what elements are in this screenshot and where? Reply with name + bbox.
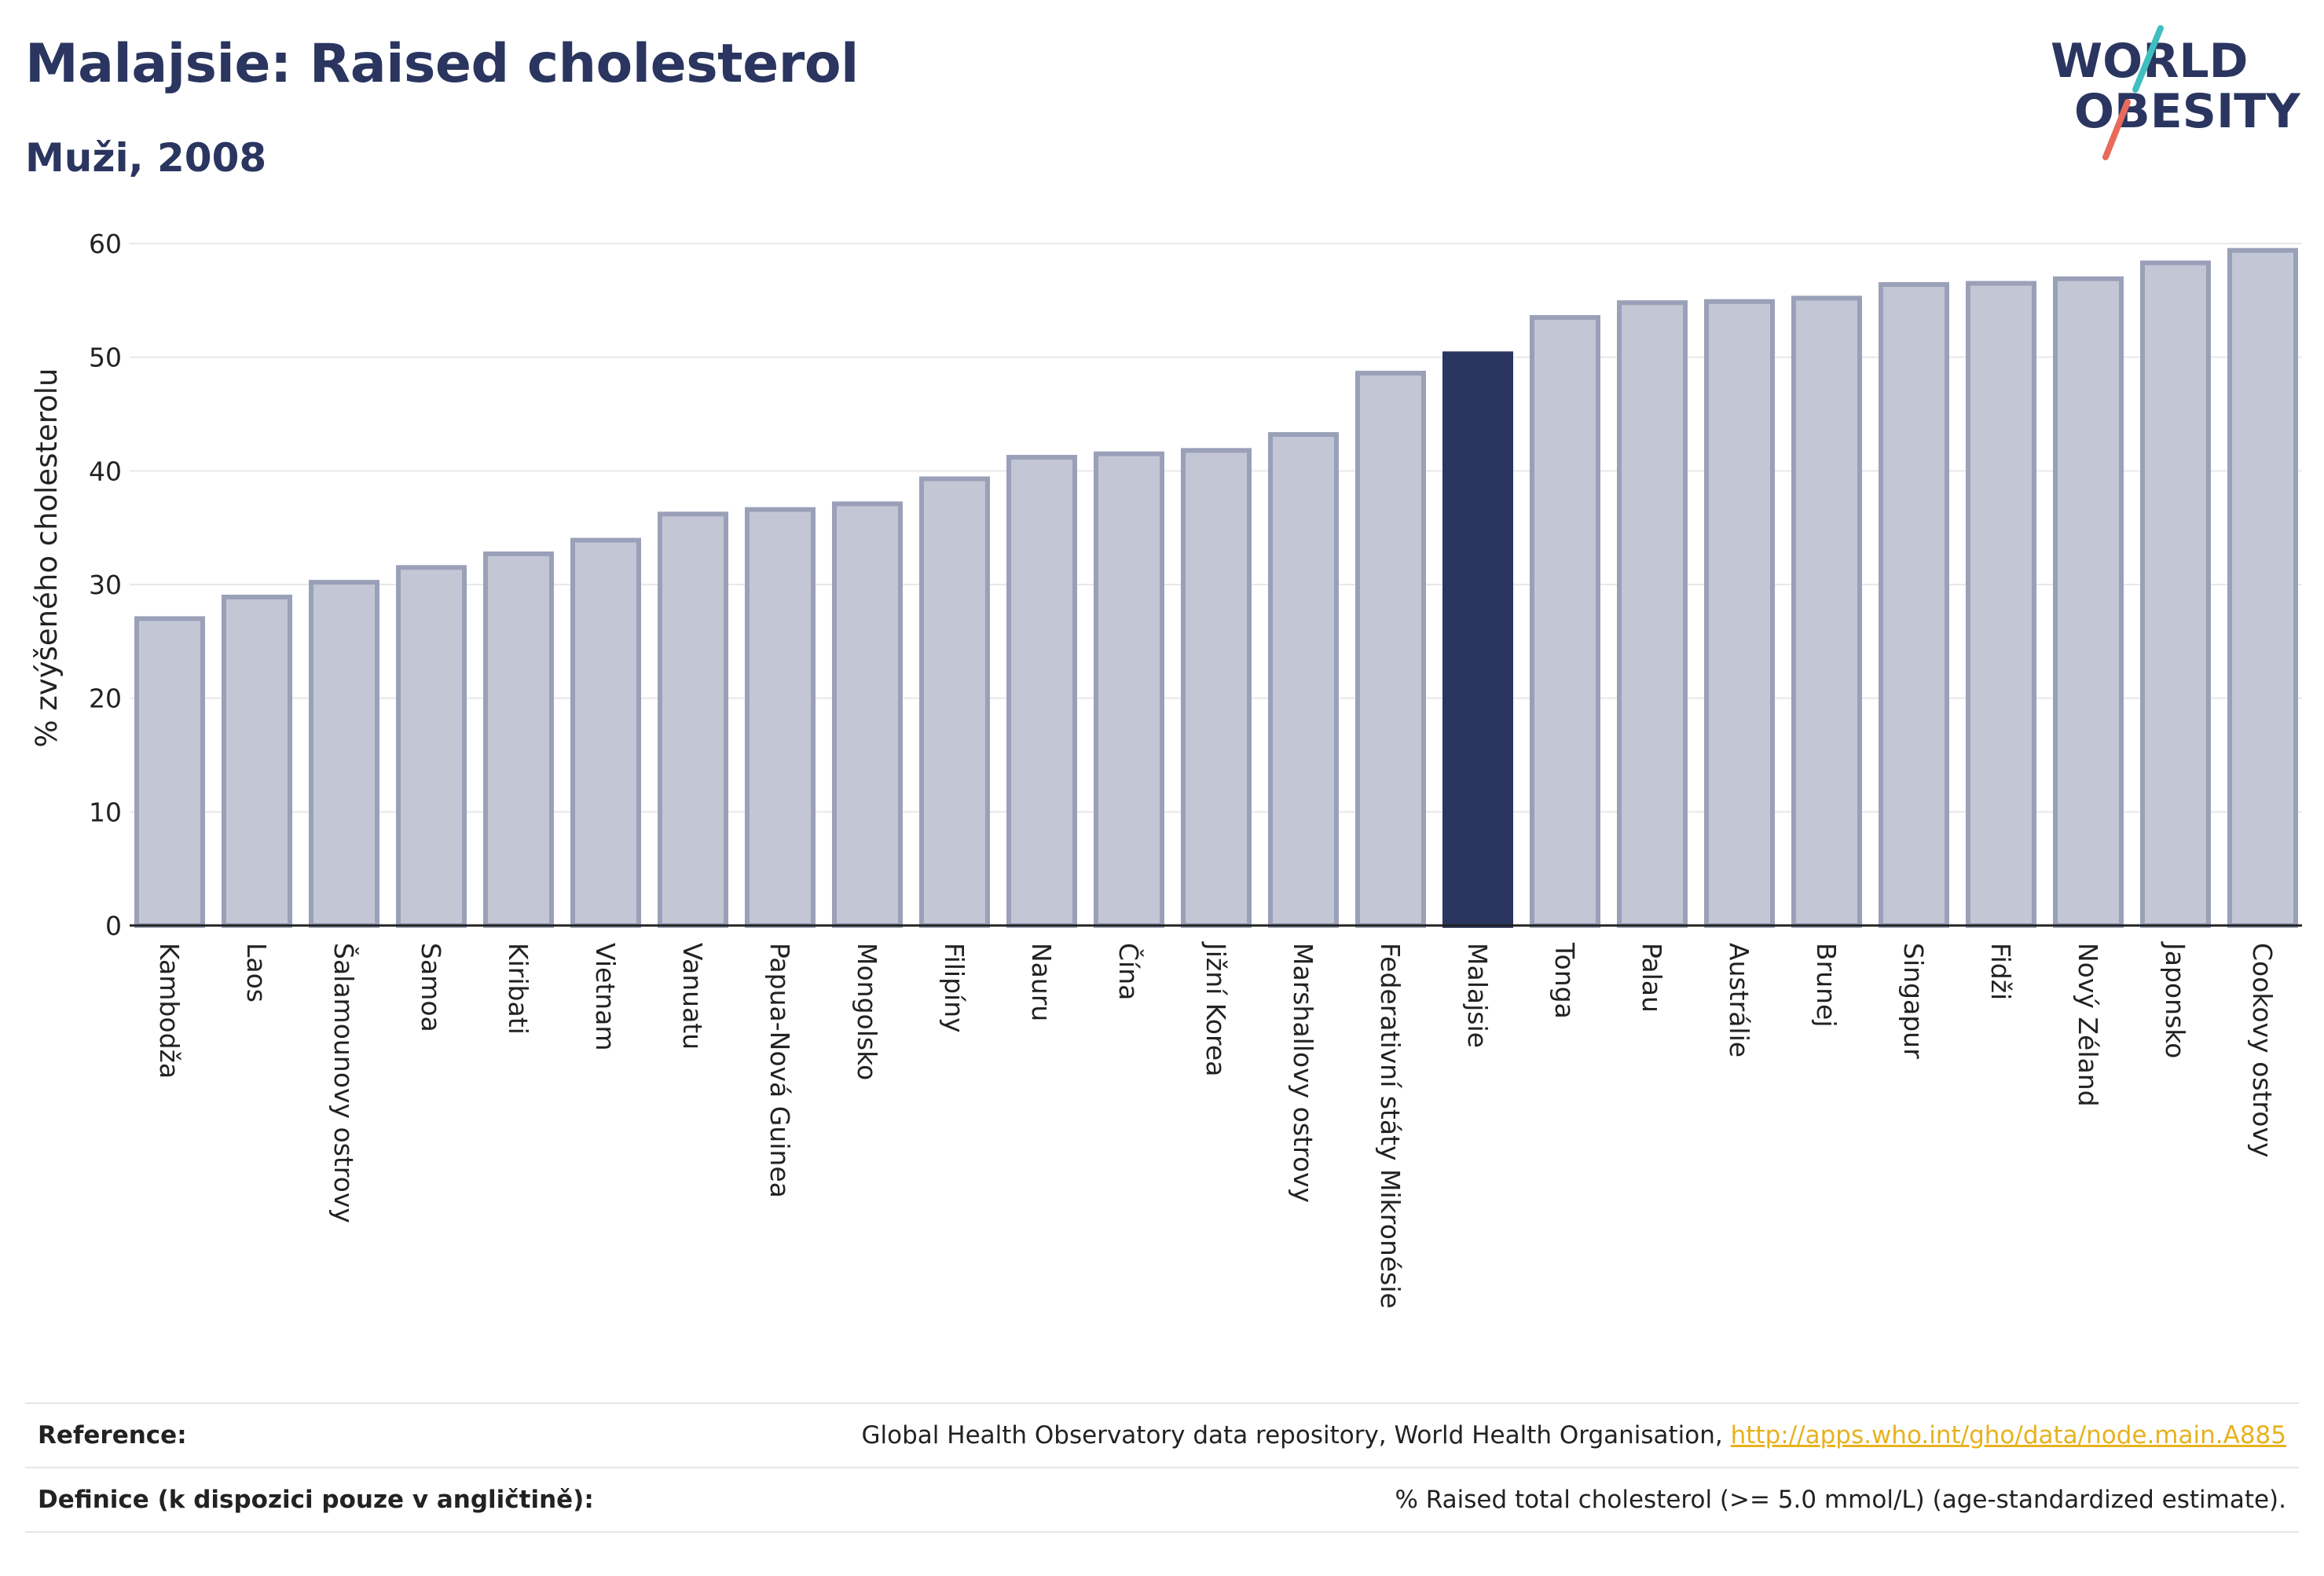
bar: [1268, 432, 1339, 928]
bar: [658, 511, 728, 928]
x-tick-label: Kiribati: [503, 943, 533, 1035]
x-tick-label: Čína: [1113, 943, 1145, 1000]
x-tick-label: Tonga: [1549, 942, 1580, 1019]
y-tick-label: 50: [89, 343, 122, 373]
x-tick-label: Austrálie: [1724, 943, 1754, 1057]
x-tick-label: Brunej: [1811, 943, 1842, 1028]
bar: [832, 501, 903, 928]
x-tick-label: Vanuatu: [677, 943, 708, 1050]
bar: [2227, 247, 2298, 928]
x-axis-labels: Kambodža Laos Šalamounovy ostrovy Samoa Kiri…: [154, 941, 2278, 1309]
bar: [1704, 299, 1775, 928]
bar: [1530, 315, 1600, 928]
bar: [222, 594, 292, 928]
y-axis-label: % zvýšeného cholesterolu: [30, 368, 64, 747]
logo-slash-coral: [2102, 99, 2131, 160]
reference-row: Reference: Global Health Observatory dat…: [25, 1402, 2299, 1467]
x-tick-label: Jižní Korea: [1200, 941, 1231, 1076]
x-tick-label: Samoa: [416, 943, 446, 1032]
x-tick-label: Malajsie: [1462, 943, 1493, 1048]
bar: [1181, 448, 1252, 928]
x-tick-label: Mongolsko: [852, 943, 882, 1080]
x-tick-label: Šalamounovy ostrovy: [328, 943, 360, 1223]
bar: [483, 551, 554, 928]
x-tick-label: Kambodža: [154, 943, 185, 1079]
definition-value: % Raised total cholesterol (>= 5.0 mmol/…: [1395, 1486, 2286, 1514]
bar: [1006, 454, 1077, 928]
y-tick-label: 0: [105, 911, 122, 941]
world-obesity-logo: WORLD OBESITY: [2051, 25, 2301, 160]
x-tick-label: Nauru: [1026, 943, 1057, 1021]
reference-link[interactable]: http://apps.who.int/gho/data/node.main.A…: [1730, 1421, 2286, 1450]
x-tick-label: Filipíny: [939, 943, 970, 1033]
y-tick-label: 30: [89, 570, 122, 600]
chart-subtitle: Muži, 2008: [25, 135, 267, 181]
bar: [2053, 276, 2124, 928]
x-tick-label: Singapur: [1898, 943, 1929, 1059]
reference-text: Global Health Observatory data repositor…: [861, 1421, 1731, 1450]
bars: [134, 247, 2298, 929]
y-tick-label: 10: [89, 797, 122, 827]
x-tick-label: Palau: [1637, 943, 1667, 1013]
bar: [134, 616, 205, 929]
bar: [1617, 300, 1688, 928]
x-tick-label: Nový Zéland: [2073, 943, 2103, 1107]
bar-chart: 0 10 20 30 40 50 60 Kambodža Laos Šalamounovy os…: [30, 229, 2302, 1309]
x-tick-label: Marshallovy ostrovy: [1288, 943, 1318, 1203]
bar: [1879, 282, 1949, 928]
x-tick-label: Papua-Nová Guinea: [764, 943, 795, 1198]
y-axis-ticks: 0 10 20 30 40 50 60: [89, 229, 122, 941]
bar: [1966, 280, 2036, 928]
reference-value: Global Health Observatory data repositor…: [862, 1421, 2286, 1450]
chart-title: Malajsie: Raised cholesterol: [25, 33, 859, 95]
bar-highlight: [1442, 351, 1513, 928]
bar: [919, 476, 990, 928]
x-tick-label: Japonsko: [2160, 941, 2190, 1058]
reference-label: Reference:: [38, 1421, 187, 1450]
definition-label: Definice (k dispozici pouze v angličtině…: [38, 1486, 594, 1514]
x-tick-label: Laos: [241, 943, 272, 1002]
bar: [1355, 370, 1426, 929]
bar: [396, 565, 467, 928]
bar: [570, 537, 641, 929]
x-tick-label: Vietnam: [590, 943, 621, 1051]
y-tick-label: 20: [89, 684, 122, 714]
x-tick-label: Federativní státy Mikronésie: [1375, 943, 1406, 1309]
bar: [745, 507, 816, 928]
x-tick-label: Cookovy ostrovy: [2247, 943, 2278, 1158]
y-tick-label: 60: [89, 229, 122, 259]
definition-row: Definice (k dispozici pouze v angličtině…: [25, 1467, 2299, 1533]
logo-text-obesity: OBESITY: [2074, 84, 2301, 139]
logo-slash-teal: [2132, 25, 2164, 93]
x-tick-label: Fidži: [1985, 943, 2016, 1000]
bar: [1791, 295, 1862, 928]
bar: [2140, 260, 2211, 928]
bar: [309, 580, 379, 929]
bar: [1094, 451, 1164, 928]
y-tick-label: 40: [89, 456, 122, 486]
